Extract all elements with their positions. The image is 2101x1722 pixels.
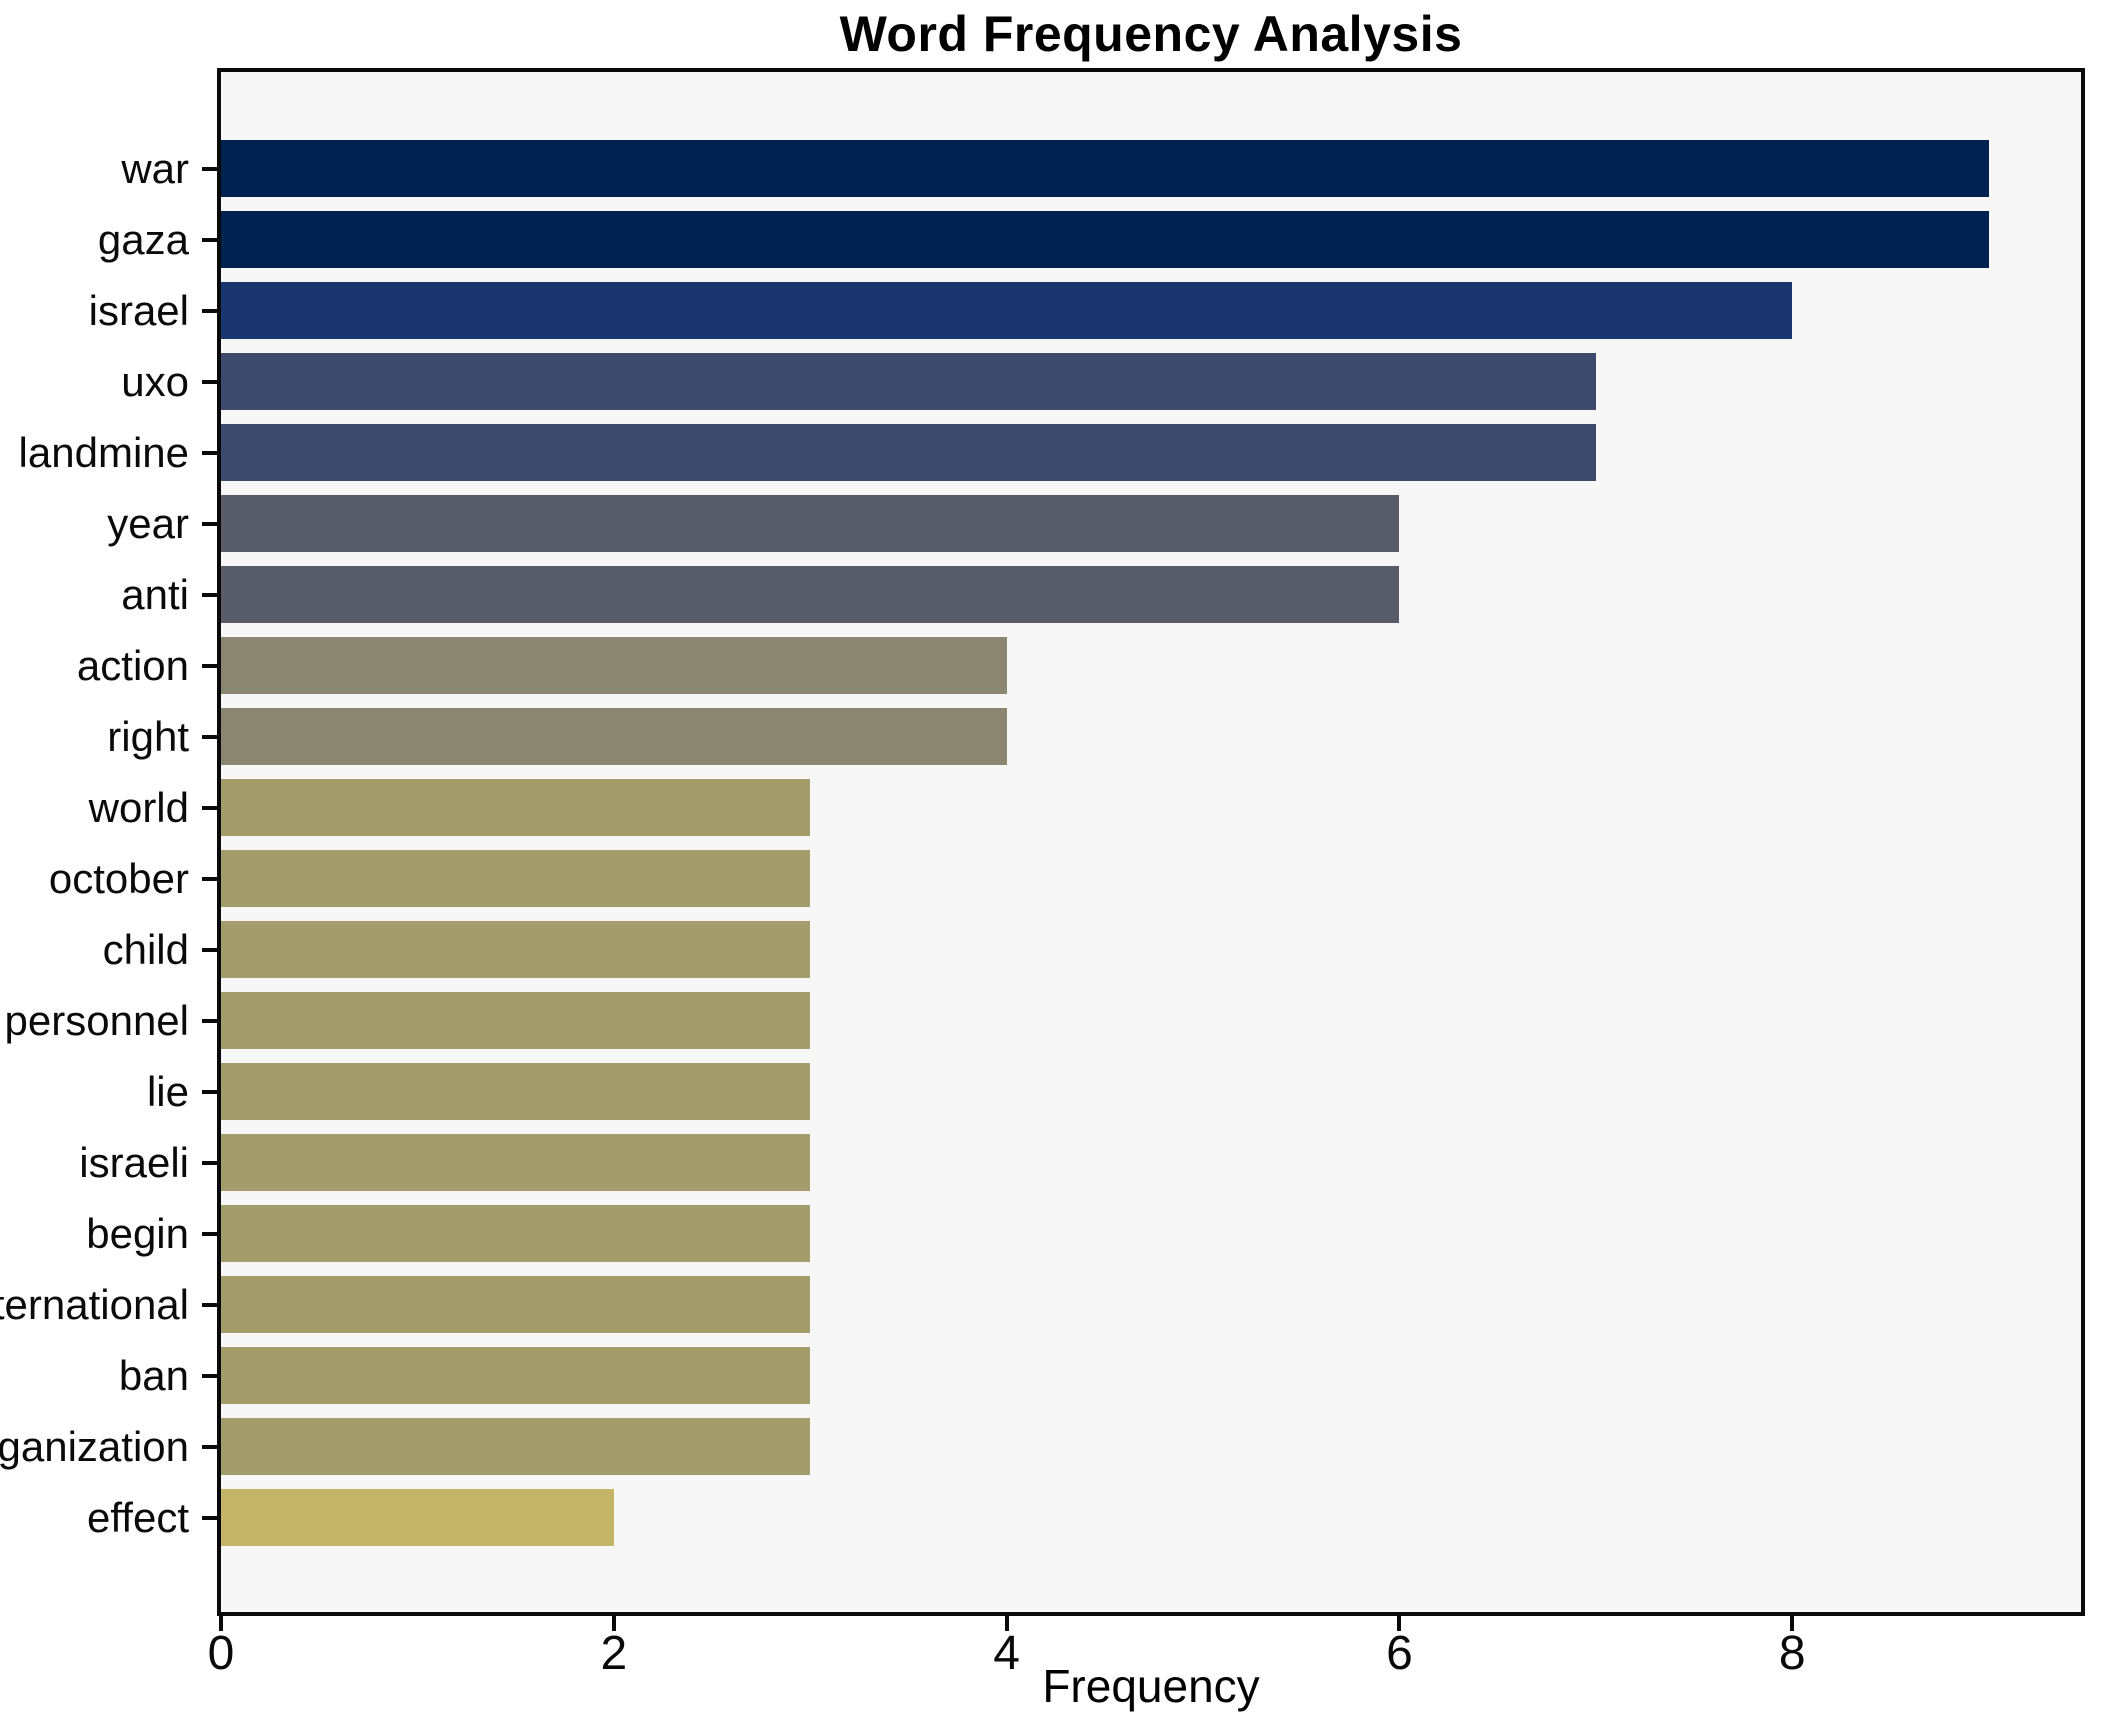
chart-title: Word Frequency Analysis [839, 6, 1463, 62]
bar-row: war [121, 133, 2081, 204]
bar-october [221, 850, 811, 907]
y-tick-mark [202, 166, 217, 171]
y-tick-mark [202, 947, 217, 952]
y-tick-mark [202, 1160, 217, 1165]
bar-action [221, 637, 1007, 694]
bar-row: lie [147, 1056, 2081, 1127]
y-tick-mark [202, 663, 217, 668]
y-tick-label: ban [118, 1351, 189, 1399]
bar-year [221, 495, 1400, 552]
y-tick-label: anti [121, 570, 189, 618]
y-tick-label: personnel [4, 996, 189, 1044]
y-tick-mark [202, 308, 217, 313]
y-tick-mark [202, 805, 217, 810]
bar-personnel [221, 992, 811, 1049]
y-tick-label: begin [86, 1209, 189, 1257]
x-tick-mark [1397, 1616, 1402, 1631]
y-tick-label: israel [88, 286, 189, 334]
bar-row: right [107, 701, 2081, 772]
bar-war [221, 140, 1989, 197]
y-tick-label: right [107, 712, 189, 760]
bar-effect [221, 1489, 614, 1546]
x-tick-mark [1790, 1616, 1795, 1631]
x-tick-mark [611, 1616, 616, 1631]
bar-international [221, 1276, 811, 1333]
bar-row: world [89, 772, 2081, 843]
bars-container: war gaza israel uxo landmine year anti action ri… [0, 72, 2081, 1612]
bar-row: effect [87, 1482, 2081, 1553]
y-tick-label: world [88, 783, 189, 831]
y-tick-label: landmine [18, 428, 189, 476]
bar-row: organization [0, 1411, 2081, 1482]
y-tick-mark [202, 734, 217, 739]
bar-row: international [0, 1269, 2081, 1340]
x-tick-label: 6 [1386, 1627, 1413, 1680]
y-tick-mark [202, 1302, 217, 1307]
y-tick-mark [202, 876, 217, 881]
bar-row: year [107, 488, 2081, 559]
bar-child [221, 921, 811, 978]
y-tick-label: gaza [97, 215, 189, 263]
y-tick-label: uxo [121, 357, 189, 405]
x-tick-label: 8 [1778, 1627, 1806, 1680]
bar-world [221, 779, 811, 836]
y-tick-mark [202, 1515, 217, 1520]
bar-row: october [49, 843, 2081, 914]
bar-right [221, 708, 1007, 765]
y-tick-mark [202, 450, 217, 455]
y-tick-label: action [76, 641, 189, 689]
y-tick-label: year [107, 499, 189, 547]
y-tick-mark [202, 1373, 217, 1378]
bar-anti [221, 566, 1400, 623]
bar-ban [221, 1347, 811, 1404]
x-axis-label: Frequency [1042, 1660, 1260, 1712]
bar-row: israel [89, 275, 2081, 346]
x-tick-label: 4 [993, 1627, 1020, 1680]
bar-organization [221, 1418, 811, 1475]
plot-area: war gaza israel uxo landmine year anti action ri… [0, 68, 2085, 1678]
x-tick-label: 2 [600, 1627, 628, 1680]
y-tick-label: international [0, 1280, 189, 1328]
bar-israeli [221, 1134, 811, 1191]
bar-row: begin [86, 1198, 2081, 1269]
bar-row: action [77, 630, 2081, 701]
x-tick-mark [1004, 1616, 1009, 1631]
y-tick-mark [202, 521, 217, 526]
bar-landmine [221, 424, 1596, 481]
y-tick-label: october [48, 854, 189, 902]
y-tick-label: child [102, 925, 189, 973]
y-tick-mark [202, 1089, 217, 1094]
bar-israel [221, 282, 1793, 339]
bar-uxo [221, 353, 1596, 410]
y-tick-label: effect [87, 1493, 189, 1541]
bar-row: gaza [98, 204, 2081, 275]
bar-row: child [103, 914, 2081, 985]
y-tick-mark [202, 1231, 217, 1236]
y-tick-mark [202, 1444, 217, 1449]
y-tick-mark [202, 592, 217, 597]
x-tick-mark [219, 1616, 223, 1631]
bar-row: ban [119, 1340, 2081, 1411]
y-tick-mark [202, 379, 217, 384]
y-tick-mark [202, 237, 217, 242]
y-tick-label: organization [0, 1422, 189, 1470]
bar-row: anti [121, 559, 2081, 630]
bar-lie [221, 1063, 811, 1120]
bar-row: personnel [5, 985, 2081, 1056]
bar-gaza [221, 211, 1989, 268]
bar-row: israeli [79, 1127, 2081, 1198]
x-tick-label: 0 [207, 1627, 235, 1680]
y-tick-label: lie [146, 1067, 189, 1115]
bar-row: uxo [121, 346, 2081, 417]
y-tick-mark [202, 1018, 217, 1023]
y-tick-label: israeli [79, 1138, 189, 1186]
bar-begin [221, 1205, 811, 1262]
y-tick-label: war [121, 144, 189, 192]
bar-row: landmine [19, 417, 2081, 488]
